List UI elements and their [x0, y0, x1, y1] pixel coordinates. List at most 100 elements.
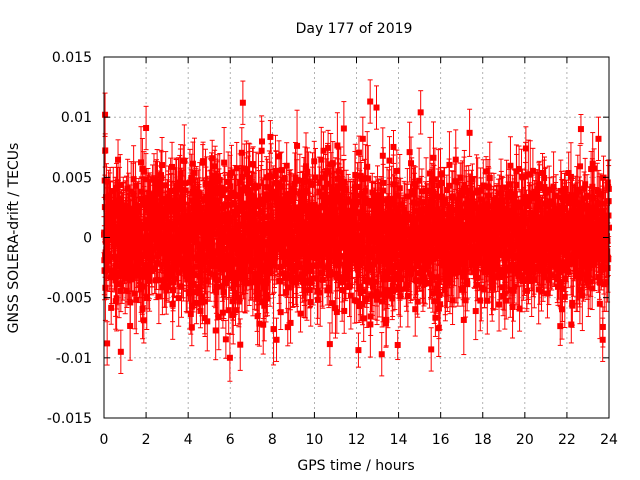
data-point — [258, 138, 265, 145]
data-point — [224, 259, 231, 266]
data-point — [200, 158, 207, 165]
data-point — [232, 307, 239, 314]
data-point — [304, 246, 311, 253]
data-point — [115, 156, 122, 163]
data-point — [152, 277, 159, 284]
data-point — [237, 341, 244, 348]
data-point — [168, 208, 175, 215]
data-point — [188, 177, 195, 184]
data-point — [260, 196, 267, 203]
data-point — [101, 204, 108, 211]
data-point — [312, 174, 319, 181]
data-point — [232, 211, 239, 218]
data-point — [307, 268, 314, 275]
data-point — [289, 275, 296, 282]
data-point — [202, 259, 209, 266]
data-point — [143, 251, 150, 258]
data-point — [252, 198, 259, 205]
data-point — [169, 248, 176, 255]
data-point — [283, 289, 290, 296]
data-point — [270, 326, 277, 333]
data-point — [246, 251, 253, 258]
data-point — [290, 268, 297, 275]
data-point — [255, 183, 262, 190]
data-point — [117, 182, 124, 189]
data-point — [277, 309, 284, 316]
data-point — [293, 247, 300, 254]
data-point — [286, 198, 293, 205]
data-point — [282, 232, 289, 239]
data-point — [237, 179, 244, 186]
data-point — [211, 212, 218, 219]
data-point — [210, 262, 217, 269]
data-point — [181, 157, 188, 164]
data-point — [276, 278, 283, 285]
data-point — [216, 257, 223, 264]
data-point — [213, 283, 220, 290]
data-point — [220, 289, 227, 296]
data-point — [187, 288, 194, 295]
data-point — [267, 269, 274, 276]
data-point — [175, 269, 182, 276]
data-point — [214, 173, 221, 180]
data-point — [203, 277, 210, 284]
data-point — [243, 166, 250, 173]
data-point — [135, 204, 142, 211]
data-point — [228, 169, 235, 176]
data-point — [235, 275, 242, 282]
data-point — [198, 218, 205, 225]
data-point — [318, 174, 325, 181]
data-point — [193, 299, 200, 306]
data-point — [113, 185, 120, 192]
data-point — [140, 317, 147, 324]
chart-title: Day 177 of 2019 — [296, 21, 413, 37]
data-point — [243, 257, 250, 264]
data-point — [221, 159, 228, 166]
data-point — [211, 215, 218, 222]
data-point — [157, 190, 164, 197]
data-point — [250, 161, 257, 168]
data-point — [255, 291, 262, 298]
data-point — [131, 290, 138, 297]
data-point — [103, 178, 110, 185]
data-point — [177, 231, 184, 238]
data-point — [225, 307, 232, 314]
data-point — [294, 142, 301, 149]
data-point — [284, 324, 291, 331]
data-layer — [101, 79, 612, 382]
data-point — [215, 313, 222, 320]
data-point — [189, 160, 196, 167]
data-point — [220, 261, 227, 268]
data-point — [219, 309, 226, 316]
data-point — [162, 260, 169, 267]
data-point — [127, 299, 134, 306]
data-point — [268, 185, 275, 192]
data-point — [152, 194, 159, 201]
data-point — [201, 298, 208, 305]
data-point — [191, 169, 198, 176]
data-point — [124, 185, 131, 192]
data-point — [151, 266, 158, 273]
data-point — [198, 294, 205, 301]
data-point — [102, 284, 109, 291]
data-point — [146, 191, 153, 198]
data-point — [132, 182, 139, 189]
data-point — [175, 226, 182, 233]
data-point — [302, 203, 309, 210]
data-point — [286, 261, 293, 268]
data-point — [257, 242, 264, 249]
data-point — [256, 257, 263, 264]
data-point — [318, 156, 325, 163]
data-point — [260, 201, 267, 208]
data-point — [306, 253, 313, 260]
data-point — [104, 257, 111, 264]
data-point — [195, 284, 202, 291]
data-point — [240, 204, 247, 211]
data-point — [305, 232, 312, 239]
data-point — [186, 244, 193, 251]
data-point — [270, 188, 277, 195]
data-point — [182, 187, 189, 194]
data-point — [162, 182, 169, 189]
data-point — [317, 289, 324, 296]
data-point — [227, 238, 234, 245]
